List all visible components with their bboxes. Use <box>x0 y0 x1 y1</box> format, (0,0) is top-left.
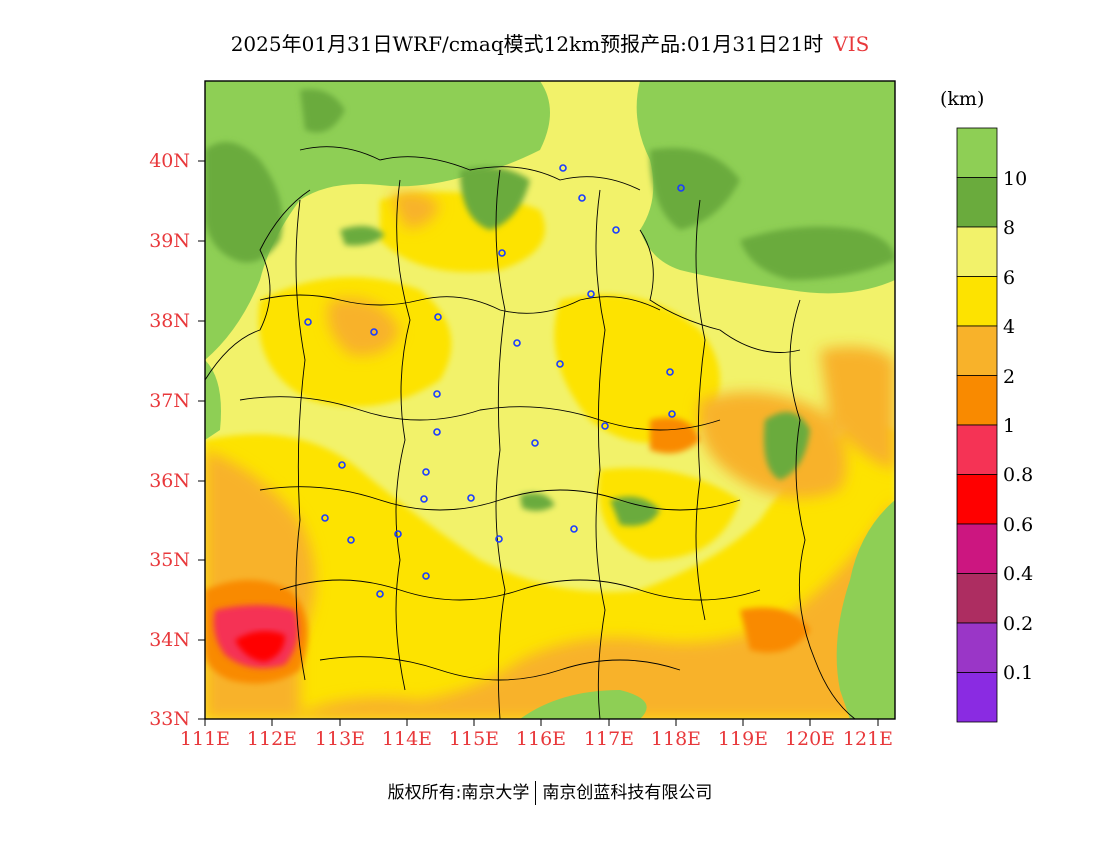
colorbar-unit: (km) <box>940 88 985 110</box>
lon-tick-121e: 121E <box>842 728 894 750</box>
footer-separator <box>535 781 537 805</box>
colorbar-swatch <box>956 672 998 723</box>
variable-label: VIS <box>833 32 870 56</box>
colorbar-label-0-8: 0.8 <box>1003 464 1034 486</box>
colorbar-swatch <box>956 474 998 525</box>
lat-tick-33n: 33N <box>149 708 190 730</box>
copyright-footer: 版权所有:南京大学 南京创蓝科技有限公司 <box>0 778 1100 805</box>
lat-tick-38n: 38N <box>149 310 190 332</box>
boundaries <box>205 146 856 719</box>
lat-tick-37n: 37N <box>149 390 190 412</box>
lon-tick-112e: 112E <box>246 728 298 750</box>
colorbar-swatch <box>956 622 998 673</box>
map-frame <box>204 80 896 720</box>
colorbar-swatch <box>956 375 998 426</box>
lat-tick-40n: 40N <box>149 150 190 172</box>
colorbar-label-6: 6 <box>1003 267 1016 289</box>
colorbar-label-10: 10 <box>1003 168 1028 190</box>
colorbar-swatch <box>956 325 998 376</box>
lon-tick-111e: 111E <box>179 728 231 750</box>
title-text: 2025年01月31日WRF/cmaq模式12km预报产品:01月31日21时 <box>230 32 824 56</box>
lat-tick-35n: 35N <box>149 549 190 571</box>
chart-title: 2025年01月31日WRF/cmaq模式12km预报产品:01月31日21时 V… <box>0 28 1100 57</box>
copyright-left: 版权所有:南京大学 <box>387 783 530 803</box>
lon-tick-115e: 115E <box>448 728 500 750</box>
colorbar-label-2: 2 <box>1003 366 1016 388</box>
colorbar-swatch <box>956 127 998 178</box>
axis-ticks <box>198 160 879 726</box>
lon-tick-116e: 116E <box>515 728 567 750</box>
colorbar-swatch <box>956 424 998 475</box>
city-markers <box>304 164 685 598</box>
lat-tick-36n: 36N <box>149 470 190 492</box>
lon-tick-119e: 119E <box>717 728 769 750</box>
colorbar-swatch <box>956 523 998 574</box>
field-8-10 <box>205 89 895 526</box>
colorbar-swatch <box>956 573 998 624</box>
lat-tick-34n: 34N <box>149 629 190 651</box>
lon-tick-113e: 113E <box>314 728 366 750</box>
lon-tick-118e: 118E <box>650 728 702 750</box>
colorbar-label-0-2: 0.2 <box>1003 613 1034 635</box>
colorbar-label-0-1: 0.1 <box>1003 662 1034 684</box>
colorbar-swatch <box>956 226 998 277</box>
colorbar-label-0-6: 0.6 <box>1003 514 1034 536</box>
colorbar-label-0-4: 0.4 <box>1003 563 1034 585</box>
colorbar-label-1: 1 <box>1003 415 1016 437</box>
colorbar-swatch <box>956 276 998 327</box>
field-06-08 <box>235 631 285 662</box>
lon-tick-117e: 117E <box>583 728 635 750</box>
lon-tick-114e: 114E <box>381 728 433 750</box>
map-field <box>205 81 895 719</box>
lon-tick-120e: 120E <box>784 728 836 750</box>
copyright-right: 南京创蓝科技有限公司 <box>542 783 713 803</box>
colorbar-swatch <box>956 177 998 228</box>
lat-tick-39n: 39N <box>149 230 190 252</box>
colorbar-label-4: 4 <box>1003 316 1016 338</box>
colorbar-label-8: 8 <box>1003 217 1016 239</box>
colorbar <box>956 127 998 723</box>
